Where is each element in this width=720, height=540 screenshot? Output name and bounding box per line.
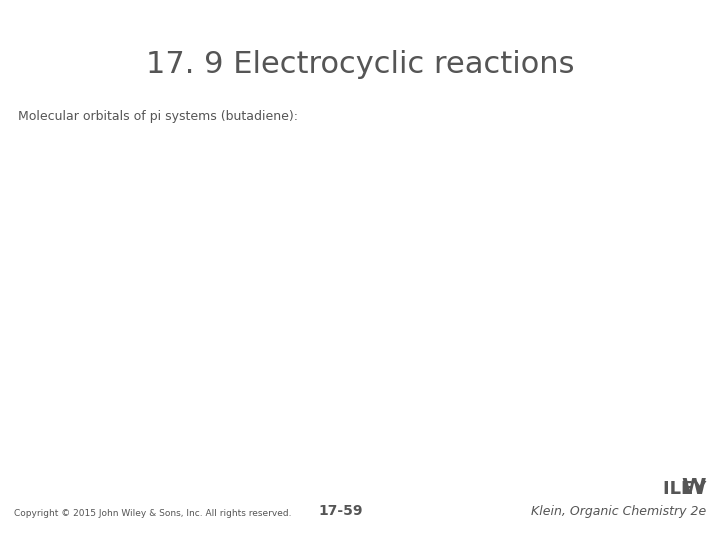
Text: W: W [682, 478, 706, 498]
Text: 17. 9 Electrocyclic reactions: 17. 9 Electrocyclic reactions [145, 50, 575, 79]
Text: Klein, Organic Chemistry 2e: Klein, Organic Chemistry 2e [531, 505, 706, 518]
Text: ILEY: ILEY [613, 480, 706, 498]
Text: Copyright © 2015 John Wiley & Sons, Inc. All rights reserved.: Copyright © 2015 John Wiley & Sons, Inc.… [14, 509, 292, 518]
Text: Molecular orbitals of pi systems (butadiene):: Molecular orbitals of pi systems (butadi… [18, 110, 298, 123]
Text: 17-59: 17-59 [318, 504, 362, 518]
